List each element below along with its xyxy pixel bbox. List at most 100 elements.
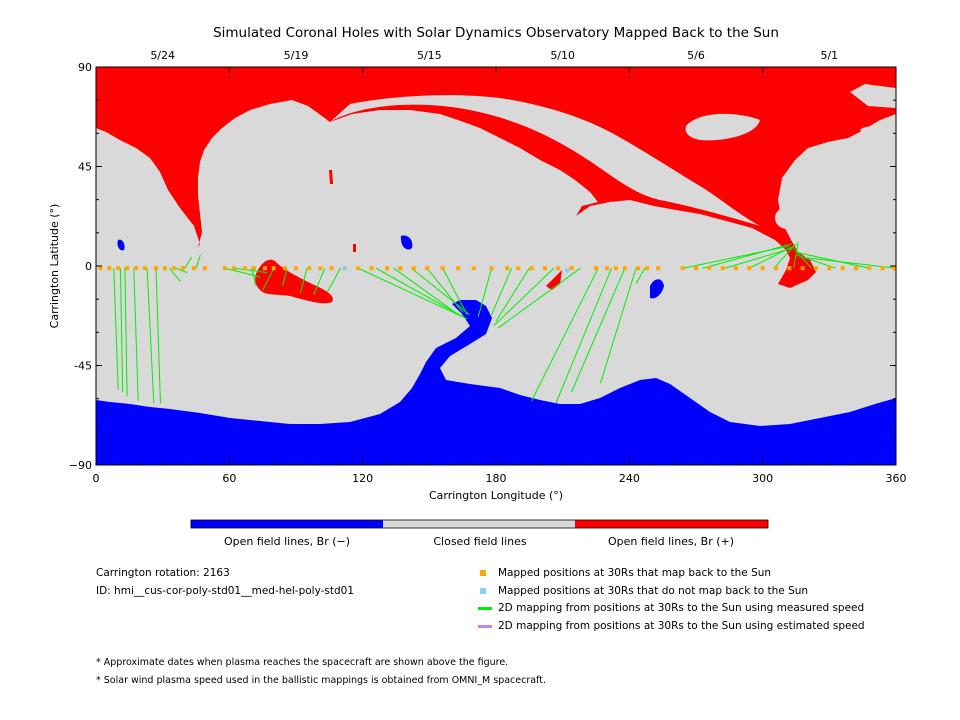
mapped-point xyxy=(505,266,510,271)
mapping-line xyxy=(224,267,261,278)
south-negative-hole xyxy=(96,300,896,465)
top-date-label: 5/15 xyxy=(417,49,442,62)
mapping-line xyxy=(262,267,275,291)
legend-item-mapped: Mapped positions at 30Rs that map back t… xyxy=(478,567,771,579)
y-tick-label: −90 xyxy=(69,459,92,472)
mapped-point xyxy=(774,266,778,271)
legend-line-purple xyxy=(478,624,492,628)
mapped-point xyxy=(242,266,247,271)
mapping-line xyxy=(800,256,896,269)
top-date-label: 5/6 xyxy=(687,49,705,62)
mapped-point xyxy=(116,266,121,271)
mapped-point xyxy=(867,266,872,271)
colorbar-label-closed: Closed field lines xyxy=(433,535,527,548)
unmapped-point xyxy=(565,268,570,273)
coronal-hole-map xyxy=(96,67,896,465)
colorbar-label-negative: Open field lines, Br (−) xyxy=(224,535,350,548)
mapping-line xyxy=(326,267,341,293)
mapping-line xyxy=(442,267,468,315)
mapped-point xyxy=(594,266,598,271)
mapped-point xyxy=(569,266,574,271)
mapping-line xyxy=(133,268,139,401)
mapped-point xyxy=(787,266,792,271)
mapping-line xyxy=(749,245,795,269)
mapping-line xyxy=(124,268,128,397)
y-tick-label: 0 xyxy=(85,260,92,273)
colorbar-closed xyxy=(383,520,575,528)
top-date-label: 5/19 xyxy=(284,49,309,62)
mapping-line xyxy=(477,268,493,317)
x-tick-label: 240 xyxy=(619,472,640,485)
mapped-point xyxy=(636,266,641,271)
note-speed: * Solar wind plasma speed used in the ba… xyxy=(96,675,546,686)
model-id: ID: hmi__cus-cor-poly-std01__med-hel-pol… xyxy=(96,585,355,597)
mapped-point xyxy=(614,266,618,271)
mapping-line xyxy=(497,267,581,329)
mapping-line xyxy=(635,267,646,284)
mapping-line xyxy=(773,243,797,269)
mapped-point xyxy=(734,266,738,271)
colorbar-open-positive xyxy=(575,520,768,528)
x-axis-ticks: 0 60 120 180 240 300 360 xyxy=(93,67,907,485)
x-tick-label: 120 xyxy=(352,472,373,485)
mapped-point xyxy=(516,266,521,271)
y-axis-label: Carrington Latitude (°) xyxy=(48,204,61,329)
mapped-point xyxy=(202,266,207,271)
mapped-point xyxy=(747,266,752,271)
mapping-line xyxy=(555,268,613,404)
top-date-label: 5/24 xyxy=(150,49,175,62)
mapping-line xyxy=(146,268,155,404)
closed-bay-2 xyxy=(860,126,884,139)
mapping-line xyxy=(393,267,459,316)
mapping-line xyxy=(251,268,257,287)
mapped-point xyxy=(656,266,661,271)
carrington-rotation: Carrington rotation: 2163 xyxy=(96,567,230,579)
mapped-point xyxy=(125,266,130,271)
unmapped-point xyxy=(342,266,347,271)
y-tick-label: -45 xyxy=(74,360,92,373)
mapped-point xyxy=(307,266,312,271)
legend-item-measured: 2D mapping from positions at 30Rs to the… xyxy=(478,602,864,614)
top-date-ticks: 5/24 5/19 5/15 5/10 5/6 5/1 xyxy=(150,49,838,62)
mapping-line xyxy=(155,268,161,404)
mapping-line xyxy=(495,267,530,322)
top-date-label: 5/1 xyxy=(820,49,838,62)
mapped-point xyxy=(680,266,685,271)
mapping-line xyxy=(798,252,870,269)
mapped-point xyxy=(605,266,610,271)
x-tick-label: 0 xyxy=(93,472,100,485)
mapped-point xyxy=(231,266,236,271)
mapping-line xyxy=(724,247,792,269)
mapped-point xyxy=(622,266,627,271)
mapped-point xyxy=(162,266,167,271)
mapped-point xyxy=(814,266,818,271)
positive-patch-small-2 xyxy=(353,244,356,252)
mapped-point xyxy=(154,266,158,271)
mapping-line xyxy=(282,268,288,287)
mapping-line xyxy=(313,268,326,295)
mapped-points xyxy=(98,266,896,271)
mapped-point xyxy=(827,266,832,271)
mapping-line xyxy=(175,267,188,274)
mapped-point xyxy=(294,266,298,271)
mapping-line xyxy=(426,267,464,313)
mapped-point xyxy=(98,266,103,271)
mapping-line xyxy=(599,268,637,384)
mapped-point xyxy=(471,266,476,271)
colorbar-label-positive: Open field lines, Br (+) xyxy=(608,535,734,548)
mapped-point xyxy=(142,266,147,271)
colorbar: Open field lines, Br (−) Closed field li… xyxy=(190,519,769,548)
mapped-point xyxy=(542,266,547,271)
legend-label: 2D mapping from positions at 30Rs to the… xyxy=(498,602,865,614)
mapping-line xyxy=(184,256,192,269)
mapping-line xyxy=(358,267,463,318)
x-axis-label: Carrington Longitude (°) xyxy=(429,489,563,502)
legend-square-orange xyxy=(480,570,486,576)
legend-label: Mapped positions at 30Rs that do not map… xyxy=(498,585,809,597)
mapped-point xyxy=(171,266,176,271)
top-date-label: 5/10 xyxy=(550,49,575,62)
mapped-point xyxy=(271,266,276,271)
legend-line-green xyxy=(478,606,492,610)
x-tick-label: 360 xyxy=(886,472,907,485)
